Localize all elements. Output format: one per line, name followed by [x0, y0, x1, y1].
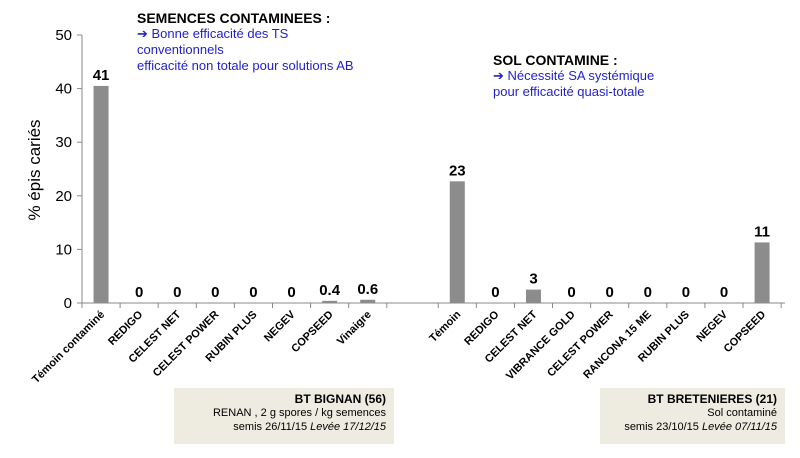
bar-value-label: 0	[644, 284, 652, 301]
bar-value-label: 0	[211, 284, 219, 301]
y-tick-label: 10	[55, 241, 72, 258]
bar	[525, 289, 541, 303]
bar-value-label: 0	[287, 284, 295, 301]
y-tick-label: 20	[55, 188, 72, 205]
bar-value-label: 0	[173, 284, 181, 301]
bar-value-label: 0.6	[357, 281, 378, 298]
bar-value-label: 41	[93, 67, 110, 84]
chart-data-labels: 41 0 0 0 0 0 0.4 0.6 23 0 3 0 0 0 0 0 11	[93, 67, 770, 301]
soil-contamination-note: SOL CONTAMINE : ➔ Nécessité SA systémiqu…	[493, 52, 753, 100]
bar-value-label: 0	[249, 284, 257, 301]
category-label: REDIGO	[462, 308, 501, 347]
bar	[360, 299, 376, 303]
site-dates: semis 23/10/15 Levée 07/11/15	[608, 420, 777, 434]
site-dates: semis 26/11/15 Levée 17/12/15	[182, 420, 386, 434]
bar-value-label: 0.4	[319, 282, 341, 299]
site-title: BT BRETENIERES (21)	[647, 392, 777, 406]
bar-value-label: 0	[606, 284, 614, 301]
bar	[754, 242, 770, 303]
soil-note-line: ➔ Nécessité SA systémique	[493, 68, 655, 83]
bar-value-label: 0	[682, 284, 690, 301]
bar	[322, 300, 338, 303]
y-tick-label: 30	[55, 134, 72, 151]
category-label: NEGEV	[694, 308, 730, 344]
seed-note-line: efficacité non totale pour solutions AB	[137, 58, 354, 73]
seed-note-title: SEMENCES CONTAMINEES :	[137, 10, 331, 26]
bar	[449, 181, 465, 303]
site-box-bretenieres: BT BRETENIERES (21) Sol contaminé semis …	[600, 388, 785, 444]
bar-value-label: 0	[567, 284, 575, 301]
bar-value-label: 0	[720, 284, 728, 301]
bar-value-label: 23	[449, 162, 466, 179]
y-tick-label: 0	[64, 295, 72, 312]
bar-value-label: 11	[754, 223, 770, 240]
category-label: COPSEED	[289, 309, 336, 356]
y-tick-label: 50	[55, 27, 72, 44]
bar-value-label: 0	[135, 284, 143, 301]
seed-contamination-note: SEMENCES CONTAMINEES : ➔ Bonne efficacit…	[137, 10, 457, 74]
soil-note-line: pour efficacité quasi-totale	[493, 84, 645, 99]
bar-value-label: 3	[529, 271, 537, 288]
category-label: Témoin	[427, 308, 463, 344]
soil-note-title: SOL CONTAMINE :	[493, 52, 618, 68]
seed-note-line: conventionnels	[137, 42, 224, 57]
y-tick-label: 40	[55, 81, 72, 98]
category-label: VIBRANCE GOLD	[504, 309, 578, 383]
category-label: REDIGO	[106, 308, 145, 347]
category-label: NEGEV	[262, 308, 298, 344]
seed-note-line: ➔ Bonne efficacité des TS	[137, 26, 289, 41]
levee-date: Levée 17/12/15	[310, 421, 386, 433]
category-label: Témoin contaminé	[30, 309, 107, 386]
y-axis-label: % épis cariés	[25, 119, 44, 220]
site-title: BT BIGNAN (56)	[294, 392, 386, 406]
levee-date: Levée 07/11/15	[701, 421, 777, 433]
semis-date: semis 23/10/15	[624, 421, 702, 433]
site-detail: Sol contaminé	[707, 407, 777, 419]
bar-value-label: 0	[491, 284, 499, 301]
category-label: RANCONA 15 ME	[581, 309, 654, 382]
site-box-bignan: BT BIGNAN (56) RENAN , 2 g spores / kg s…	[174, 388, 394, 444]
category-label: COPSEED	[722, 309, 769, 356]
category-label: Vinaigre	[335, 309, 374, 348]
bar	[93, 85, 109, 303]
category-label: CELEST POWER	[545, 309, 616, 380]
category-label: CELEST POWER	[151, 309, 222, 380]
chart-bars	[93, 85, 770, 303]
site-detail: RENAN , 2 g spores / kg semences	[212, 407, 386, 419]
semis-date: semis 26/11/15	[233, 421, 311, 433]
